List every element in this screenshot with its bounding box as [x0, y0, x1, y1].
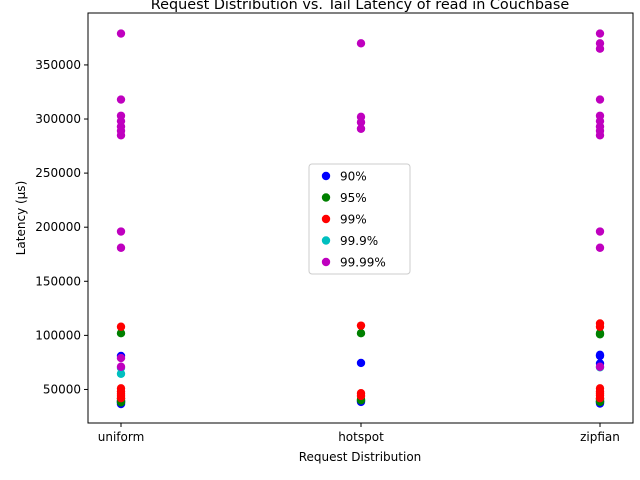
x-tick-label-0: uniform: [98, 430, 145, 444]
point-series-4-23: [595, 95, 605, 104]
y-tick-label-3: 200000: [35, 220, 81, 234]
point-series-2-15: [595, 319, 605, 328]
y-axis-label: Latency (µs): [14, 181, 28, 256]
x-tick-label-1: hotspot: [338, 430, 384, 444]
points-layer: [116, 29, 605, 409]
point-series-0-13: [595, 350, 605, 360]
point-series-1-7: [356, 329, 366, 338]
x-axis-label: Request Distribution: [299, 450, 422, 464]
point-series-2-7: [356, 389, 366, 398]
point-series-4-17: [595, 227, 605, 236]
point-series-3-0: [116, 369, 126, 378]
legend-marker-4: [321, 257, 331, 267]
point-series-4-10: [116, 29, 126, 38]
point-series-1-4: [116, 329, 126, 338]
legend-marker-0: [321, 171, 331, 181]
y-tick-label-1: 100000: [35, 328, 81, 342]
legend-label-4: 99.99%: [340, 256, 386, 270]
point-series-1-13: [595, 329, 605, 338]
point-series-4-14: [356, 39, 366, 48]
point-series-4-9: [116, 95, 126, 104]
point-series-4-22: [595, 111, 605, 120]
legend-marker-2: [321, 214, 331, 224]
point-series-4-0: [116, 362, 126, 371]
point-series-4-8: [116, 111, 126, 120]
y-tick-label-0: 50000: [43, 382, 81, 396]
legend-marker-1: [321, 193, 331, 202]
legend-label-3: 99.9%: [340, 234, 378, 248]
y-tick-label-4: 250000: [35, 166, 81, 180]
point-series-2-8: [356, 321, 366, 330]
point-series-4-15: [595, 362, 605, 371]
legend-label-0: 90%: [340, 170, 367, 184]
point-series-4-11: [356, 124, 366, 133]
legend: 90% 95% 99% 99.9% 99.99%: [308, 163, 411, 275]
point-series-4-13: [356, 112, 366, 122]
point-series-2-13: [595, 384, 605, 393]
point-series-4-25: [595, 39, 605, 48]
legend-marker-3: [321, 236, 331, 245]
point-series-2-4: [116, 384, 126, 393]
point-series-4-1: [116, 353, 126, 363]
point-series-4-16: [595, 243, 605, 252]
y-axis-ticks: 50000 100000 150000 200000 250000 300000 35000…: [35, 58, 88, 396]
y-tick-label-2: 150000: [35, 274, 81, 288]
x-tick-label-2: zipfian: [580, 430, 620, 444]
point-series-2-5: [116, 322, 126, 331]
y-tick-label-6: 350000: [35, 58, 81, 72]
legend-label-1: 95%: [340, 191, 367, 205]
x-axis-ticks: uniform hotspot zipfian: [98, 423, 620, 444]
legend-box: [308, 163, 411, 275]
chart-title: Request Distribution vs. Tail Latency of…: [151, 0, 570, 13]
point-series-4-2: [116, 243, 126, 252]
point-series-0-7: [356, 358, 366, 368]
y-tick-label-5: 300000: [35, 112, 81, 126]
point-series-4-26: [595, 29, 605, 38]
point-series-4-3: [116, 227, 126, 236]
legend-label-2: 99%: [340, 213, 367, 227]
